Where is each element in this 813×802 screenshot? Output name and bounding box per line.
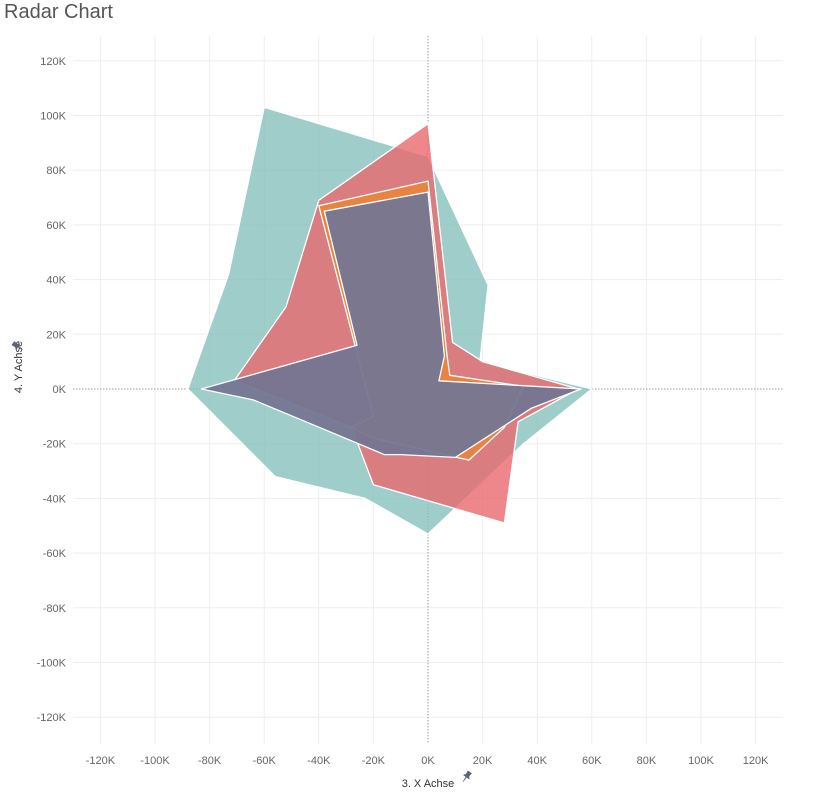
y-tick-label: 120K <box>40 56 66 68</box>
x-tick-label: -80K <box>198 755 222 767</box>
y-tick-label: -120K <box>37 712 67 724</box>
y-tick-label: 20K <box>46 329 66 341</box>
x-tick-label: 80K <box>637 755 657 767</box>
y-tick-label: 100K <box>40 111 66 123</box>
y-tick-label: -40K <box>43 493 67 505</box>
x-axis-title: 3. X Achse <box>402 778 455 790</box>
x-tick-label: 40K <box>527 755 547 767</box>
series-area-4[interactable] <box>200 191 582 459</box>
y-tick-label: -60K <box>43 548 67 560</box>
x-axis-title-group: 3. X Achse <box>402 770 473 790</box>
x-tick-label: 120K <box>743 755 769 767</box>
y-tick-label: 40K <box>46 275 66 287</box>
y-axis-title: 4. Y Achse <box>13 341 25 393</box>
y-tick-label: 80K <box>46 165 66 177</box>
y-tick-label: -20K <box>43 439 67 451</box>
x-tick-label: 60K <box>582 755 602 767</box>
y-axis-title-group: 4. Y Achse <box>11 340 25 393</box>
x-tick-label: -120K <box>86 755 116 767</box>
y-axis-tick-labels: 120K 100K 80K 60K 40K 20K 0K -20K -40K -60K -80K -1… <box>37 56 67 724</box>
x-tick-label: 100K <box>688 755 714 767</box>
x-tick-label: -20K <box>362 755 386 767</box>
series-layer <box>187 106 593 535</box>
y-tick-label: -100K <box>37 658 67 670</box>
page-title: Radar Chart <box>4 1 113 23</box>
x-tick-label: -60K <box>253 755 277 767</box>
x-tick-label: 20K <box>473 755 493 767</box>
x-axis-tick-labels: -120K -100K -80K -60K -40K -20K 0K 20K 40K 60K 80K… <box>86 755 769 767</box>
x-tick-label: 0K <box>421 755 435 767</box>
y-tick-label: -80K <box>43 603 67 615</box>
x-axis-pin-icon[interactable] <box>460 770 473 784</box>
y-tick-label: 0K <box>53 384 67 396</box>
x-tick-label: -40K <box>307 755 331 767</box>
y-tick-label: 60K <box>46 220 66 232</box>
x-tick-label: -100K <box>140 755 170 767</box>
y-axis-pin-icon[interactable] <box>11 340 25 353</box>
